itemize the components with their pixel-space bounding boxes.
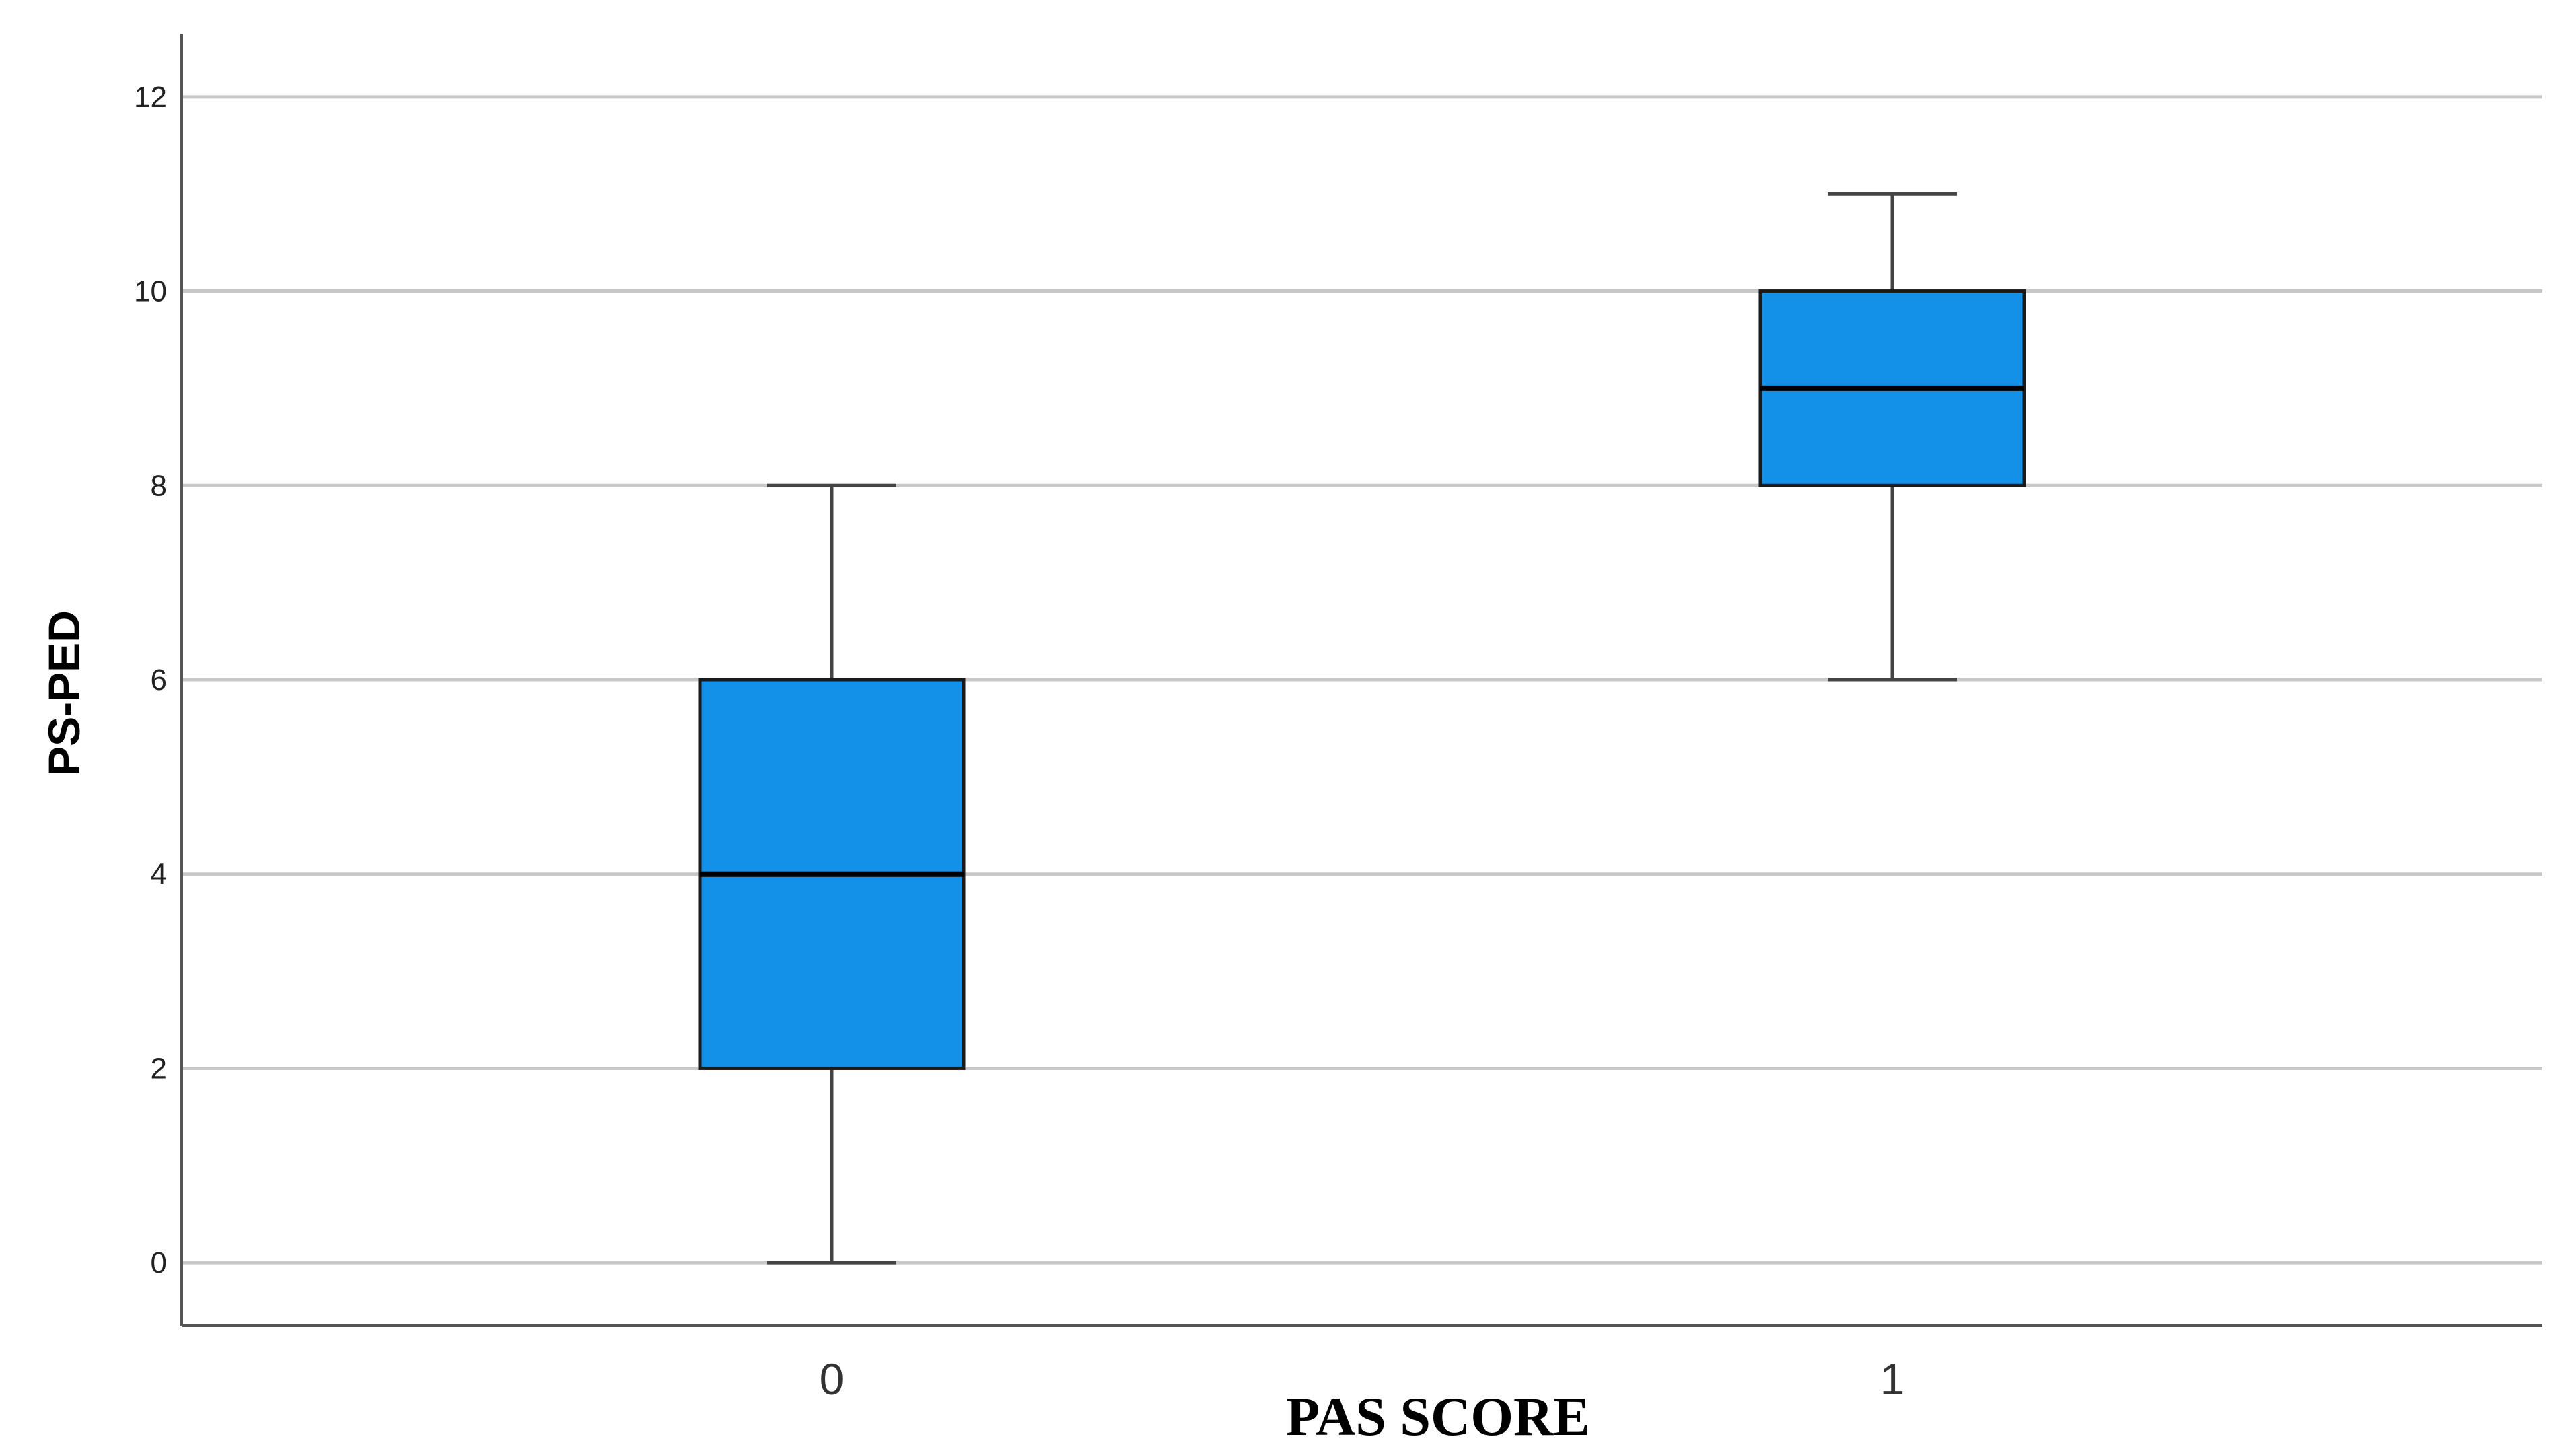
grid-lines: [182, 95, 2542, 1265]
x-tick-label-0: 0: [820, 1354, 845, 1404]
y-tick-label-12: 12: [134, 81, 167, 114]
y-tick-label-10: 10: [134, 275, 167, 308]
y-tick-label-6: 6: [151, 664, 167, 697]
x-axis-title: PAS SCORE: [1286, 1386, 1590, 1447]
x-tick-label-1: 1: [1880, 1354, 1905, 1404]
y-tick-label-0: 0: [151, 1246, 167, 1279]
box-0: [698, 483, 966, 1265]
y-tick-label-8: 8: [151, 469, 167, 502]
box-1: [1758, 192, 2026, 682]
y-tick-label-4: 4: [151, 858, 167, 891]
tick-labels: 0 2 4 6 8 10 12 0 1: [134, 81, 1904, 1404]
y-axis-title: PS-PED: [39, 610, 89, 776]
y-tick-label-2: 2: [151, 1052, 167, 1085]
axes: [180, 34, 2542, 1327]
boxes: [698, 192, 2026, 1265]
